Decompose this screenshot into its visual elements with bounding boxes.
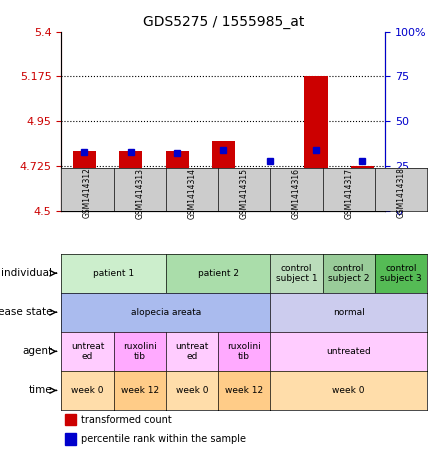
Text: ruxolini
tib: ruxolini tib xyxy=(123,342,156,361)
Bar xyxy=(119,151,142,211)
Text: control
subject 3: control subject 3 xyxy=(380,264,422,283)
Text: untreated: untreated xyxy=(326,347,371,356)
Text: week 0: week 0 xyxy=(71,386,104,395)
Text: individual: individual xyxy=(1,268,53,278)
Text: untreat
ed: untreat ed xyxy=(175,342,208,361)
Bar xyxy=(304,77,328,211)
Bar xyxy=(212,141,235,211)
Text: GSM1414312: GSM1414312 xyxy=(83,168,92,218)
Bar xyxy=(351,166,374,211)
Text: GSM1414318: GSM1414318 xyxy=(396,168,406,218)
Text: week 12: week 12 xyxy=(225,386,263,395)
Text: agent: agent xyxy=(22,347,53,357)
Bar xyxy=(65,414,76,425)
Text: week 12: week 12 xyxy=(120,386,159,395)
Bar xyxy=(73,151,96,211)
Title: GDS5275 / 1555985_at: GDS5275 / 1555985_at xyxy=(143,15,304,29)
Text: week 0: week 0 xyxy=(332,386,365,395)
Text: GSM1414316: GSM1414316 xyxy=(292,168,301,219)
Text: normal: normal xyxy=(333,308,364,317)
Text: GSM1414317: GSM1414317 xyxy=(344,168,353,219)
Text: patient 1: patient 1 xyxy=(93,269,134,278)
Text: transformed count: transformed count xyxy=(81,414,172,424)
Text: week 0: week 0 xyxy=(176,386,208,395)
Bar xyxy=(166,151,189,211)
Text: percentile rank within the sample: percentile rank within the sample xyxy=(81,434,247,444)
Bar xyxy=(65,433,76,445)
Text: alopecia areata: alopecia areata xyxy=(131,308,201,317)
Text: time: time xyxy=(29,386,53,395)
Text: GSM1414314: GSM1414314 xyxy=(187,168,196,219)
Text: patient 2: patient 2 xyxy=(198,269,239,278)
Text: ruxolini
tib: ruxolini tib xyxy=(227,342,261,361)
Text: GSM1414315: GSM1414315 xyxy=(240,168,249,219)
Text: control
subject 2: control subject 2 xyxy=(328,264,369,283)
Text: GSM1414313: GSM1414313 xyxy=(135,168,144,219)
Bar xyxy=(258,185,281,211)
Text: control
subject 1: control subject 1 xyxy=(276,264,317,283)
Text: untreat
ed: untreat ed xyxy=(71,342,104,361)
Text: disease state: disease state xyxy=(0,307,53,317)
